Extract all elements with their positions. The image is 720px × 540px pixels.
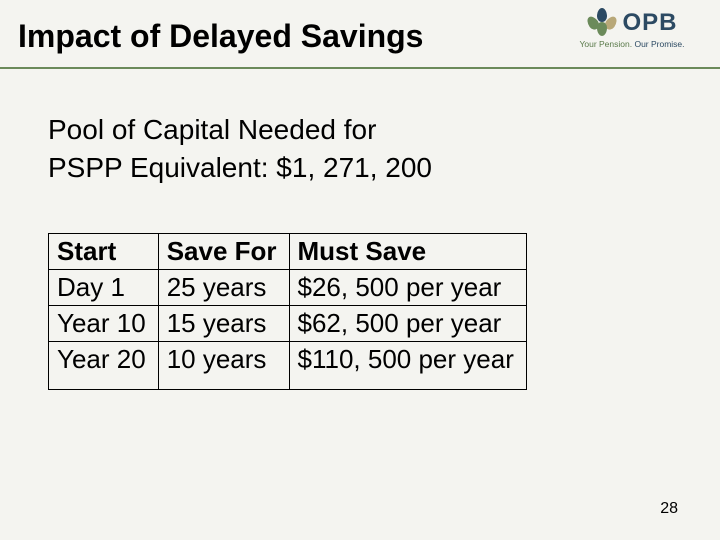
tagline-right: Our Promise. — [632, 39, 684, 49]
slide-header: Impact of Delayed Savings OPB Your Pensi… — [0, 0, 720, 65]
savings-table: Start Save For Must Save Day 1 25 years … — [48, 233, 527, 390]
leaf-part — [597, 22, 607, 36]
col-must-save: Must Save — [289, 233, 526, 269]
cell: $62, 500 per year — [289, 305, 526, 341]
cell: 25 years — [158, 269, 289, 305]
cell: 15 years — [158, 305, 289, 341]
intro-line1: Pool of Capital Needed for — [48, 114, 376, 145]
cell: $110, 500 per year — [289, 341, 526, 389]
logo-row: OPB — [572, 8, 692, 38]
slide: Impact of Delayed Savings OPB Your Pensi… — [0, 0, 720, 540]
intro-line2: PSPP Equivalent: $1, 271, 200 — [48, 152, 432, 183]
table-row: Day 1 25 years $26, 500 per year — [49, 269, 527, 305]
tagline-left: Your Pension. — [579, 39, 632, 49]
table-header-row: Start Save For Must Save — [49, 233, 527, 269]
cell: 10 years — [158, 341, 289, 389]
table-row: Year 20 10 years $110, 500 per year — [49, 341, 527, 389]
cell: Year 20 — [49, 341, 159, 389]
table-row: Year 10 15 years $62, 500 per year — [49, 305, 527, 341]
logo-text: OPB — [622, 9, 677, 37]
intro-text: Pool of Capital Needed for PSPP Equivale… — [48, 111, 672, 187]
slide-body: Pool of Capital Needed for PSPP Equivale… — [0, 69, 720, 390]
col-start: Start — [49, 233, 159, 269]
page-number: 28 — [660, 500, 678, 518]
cell: Year 10 — [49, 305, 159, 341]
cell: Day 1 — [49, 269, 159, 305]
opb-logo: OPB Your Pension. Our Promise. — [572, 8, 692, 49]
logo-tagline: Your Pension. Our Promise. — [572, 39, 692, 49]
leaf-icon — [586, 8, 618, 38]
col-save-for: Save For — [158, 233, 289, 269]
cell: $26, 500 per year — [289, 269, 526, 305]
